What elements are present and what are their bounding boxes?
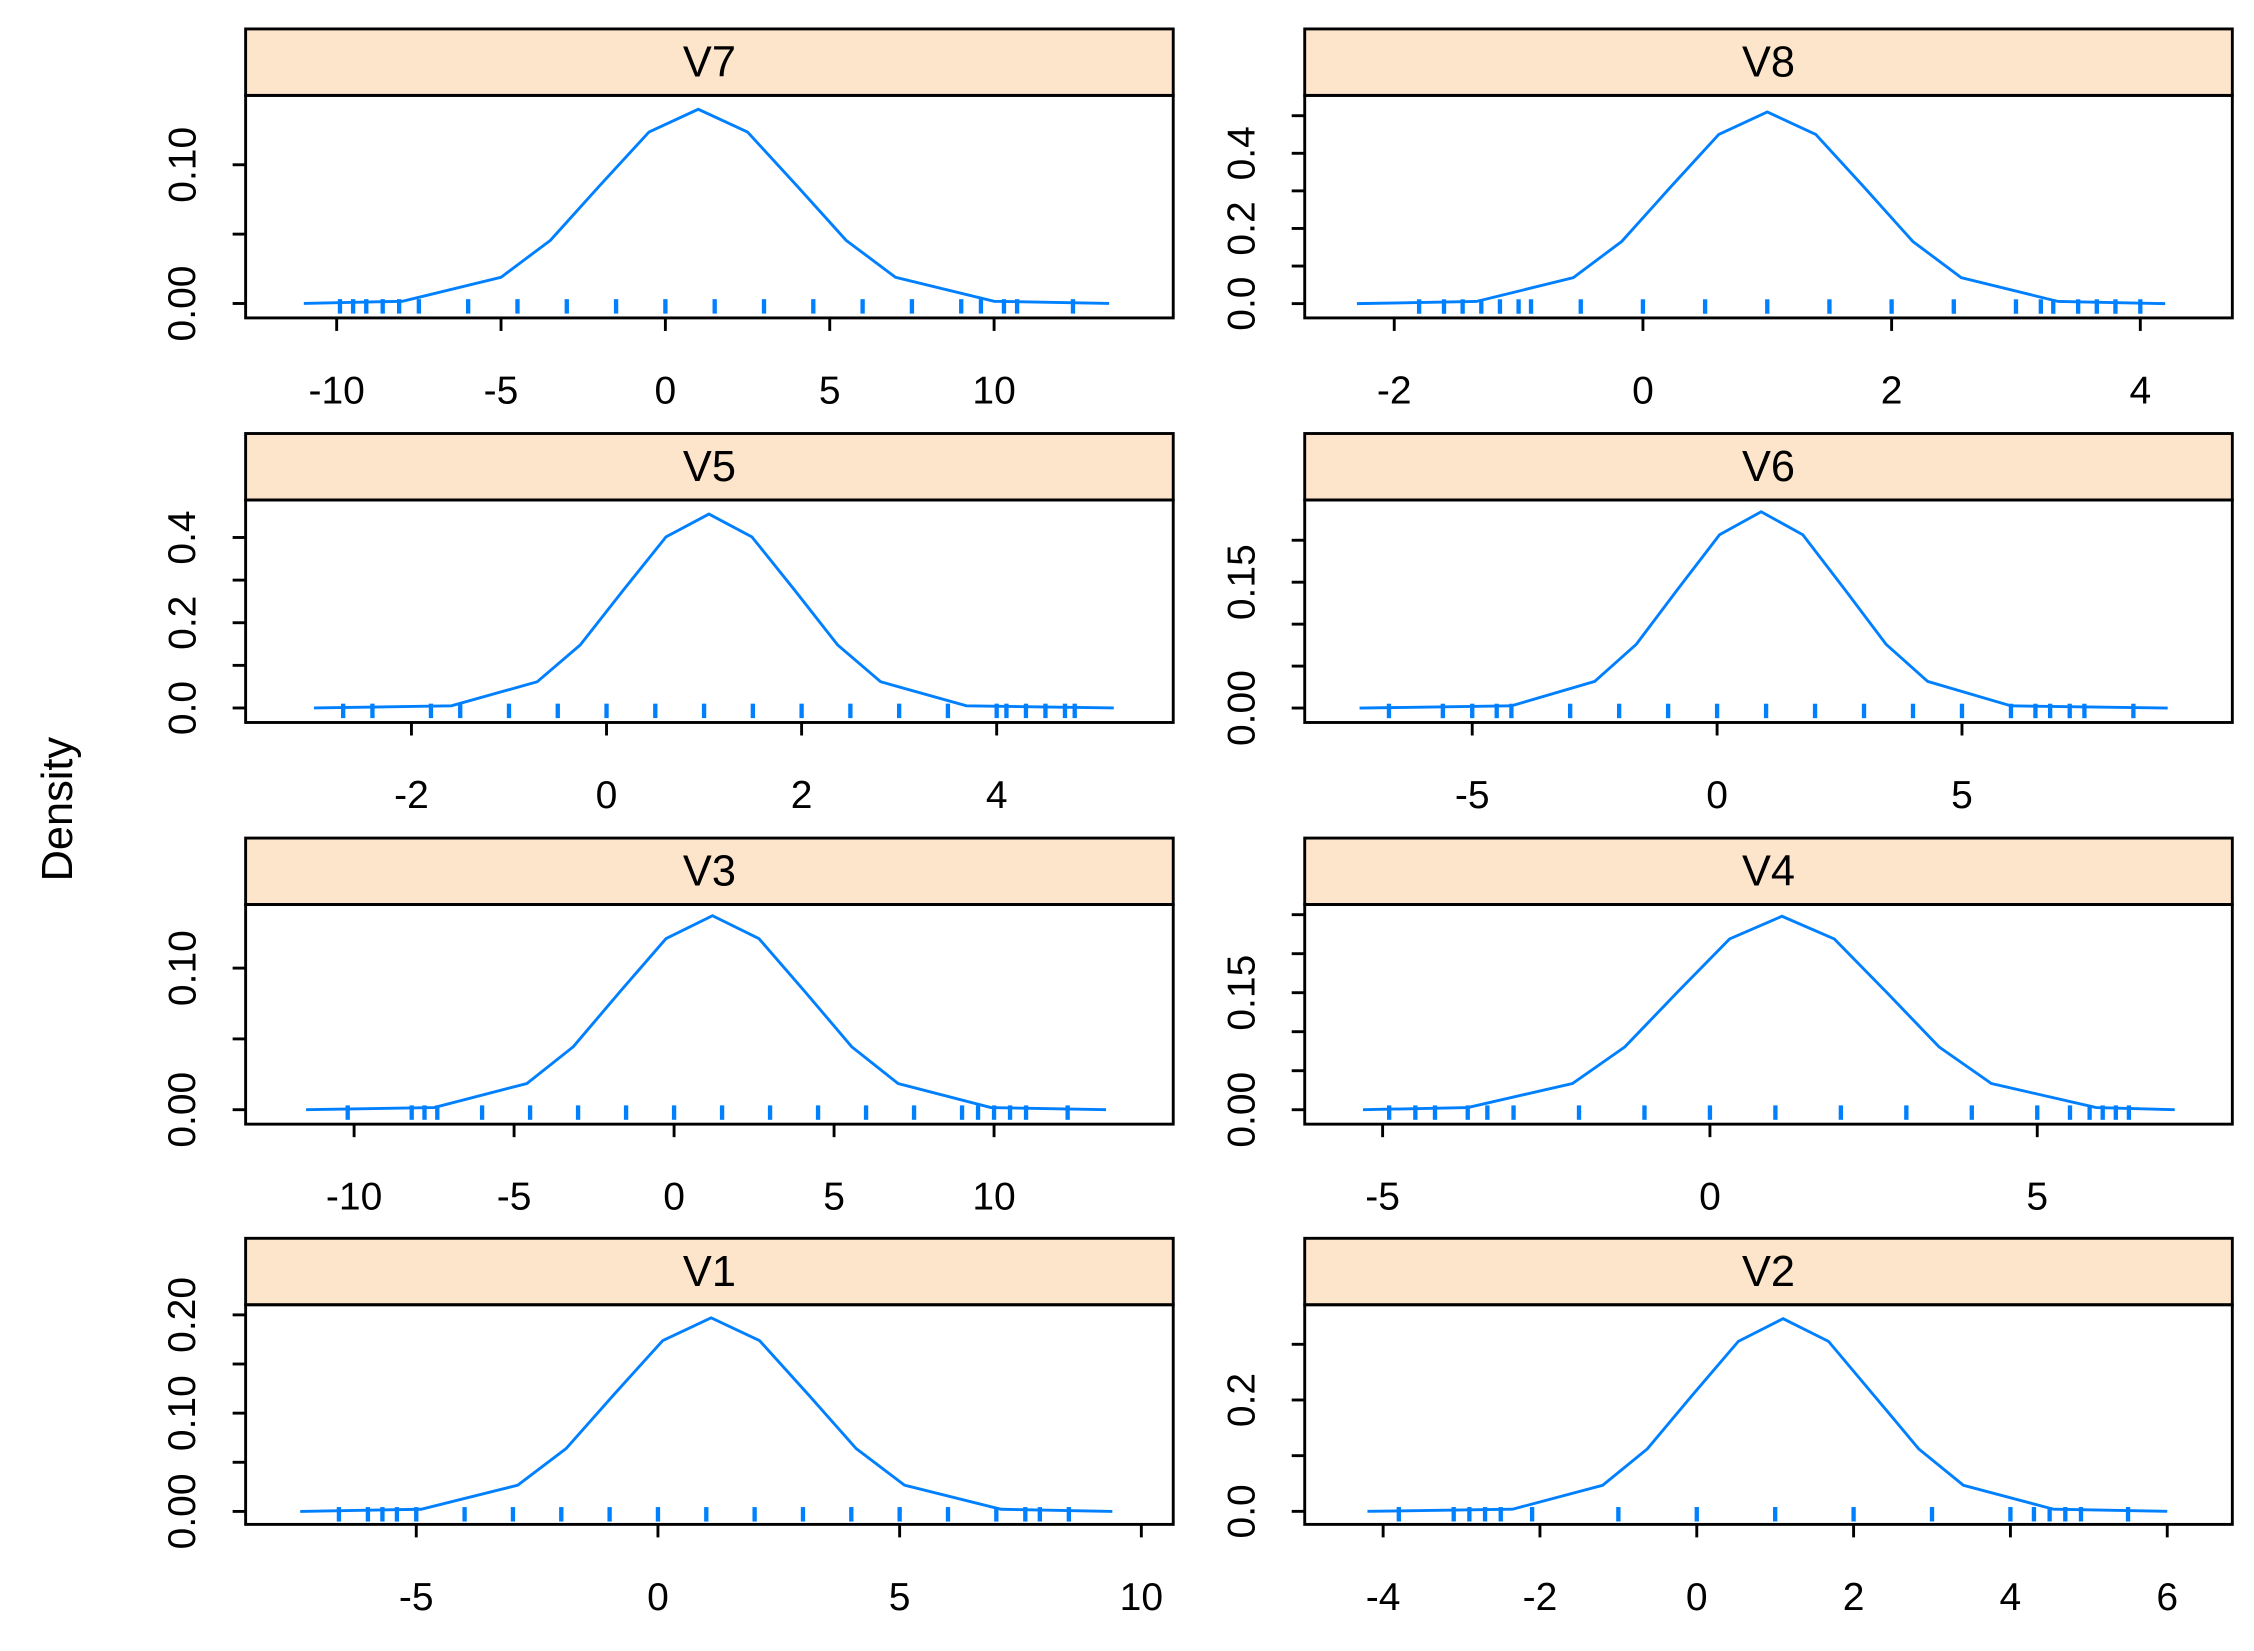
x-tick-label: 4	[2000, 1576, 2022, 1619]
density-curve	[1359, 510, 2168, 710]
y-tick-label: 0.15	[1220, 955, 1263, 1031]
density-curve	[300, 1316, 1113, 1513]
x-tick-label: 6	[2156, 1576, 2178, 1619]
strip-title: V1	[683, 1248, 736, 1296]
x-tick-label: -10	[326, 1176, 382, 1219]
y-tick-label: 0.00	[1220, 1072, 1263, 1148]
strip	[244, 27, 1175, 97]
y-tick-label: 0.2	[1220, 1373, 1263, 1427]
y-tick-label: 0.10	[161, 127, 204, 203]
x-tick-label: 5	[819, 369, 841, 412]
x-tick-label: -5	[484, 369, 519, 412]
strip	[1303, 27, 2234, 97]
density-curve	[1362, 914, 2175, 1112]
strip	[244, 1236, 1175, 1307]
panel-frame	[244, 903, 1175, 1126]
y-tick-label: 0.00	[161, 1473, 204, 1549]
x-tick-label: -10	[308, 369, 364, 412]
strip	[1303, 1236, 2234, 1307]
x-tick-label: 10	[972, 369, 1015, 412]
strip-title: V6	[1742, 443, 1795, 491]
x-tick-label: -5	[1455, 774, 1490, 817]
y-tick-label: 0.0	[161, 681, 204, 735]
x-tick-label: -2	[1377, 369, 1412, 412]
panel-frame	[1303, 498, 2234, 724]
x-tick-label: 2	[1881, 369, 1903, 412]
x-tick-label: 0	[596, 774, 618, 817]
x-tick-label: 0	[663, 1176, 685, 1219]
density-curve	[1356, 110, 2166, 306]
strip-title: V2	[1742, 1248, 1795, 1296]
density-curve	[303, 107, 1110, 305]
y-tick-label: 0.2	[161, 596, 204, 650]
x-tick-label: 5	[1951, 774, 1973, 817]
x-tick-label: 0	[1699, 1176, 1721, 1219]
strip-title: V4	[1742, 848, 1795, 896]
density-curve	[313, 512, 1114, 710]
x-tick-label: 0	[1706, 774, 1728, 817]
x-tick-label: 5	[2026, 1176, 2048, 1219]
panel-frame	[244, 498, 1175, 724]
panel-frame	[1303, 903, 2234, 1126]
y-tick-label: 0.15	[1220, 544, 1263, 620]
y-tick-label: 0.2	[1220, 201, 1263, 255]
y-tick-label: 0.4	[161, 510, 204, 564]
panel-frame	[1303, 93, 2234, 320]
x-tick-label: -2	[394, 774, 429, 817]
x-tick-label: -5	[497, 1176, 532, 1219]
y-tick-label: 0.0	[1220, 1484, 1263, 1538]
y-tick-label: 0.10	[161, 930, 204, 1006]
y-tick-label: 0.00	[161, 1072, 204, 1148]
x-tick-label: 10	[972, 1176, 1015, 1219]
y-tick-label: 0.00	[1220, 670, 1263, 746]
y-tick-label: 0.10	[161, 1375, 204, 1451]
strip-title: V5	[683, 443, 736, 491]
density-curve	[1367, 1317, 2168, 1513]
y-axis-title: Density	[34, 737, 82, 882]
x-tick-label: 5	[889, 1576, 911, 1619]
x-tick-label: 2	[791, 774, 813, 817]
x-tick-label: 5	[823, 1176, 845, 1219]
x-tick-label: 0	[655, 369, 677, 412]
x-tick-label: 2	[1843, 1576, 1865, 1619]
x-tick-label: 10	[1120, 1576, 1163, 1619]
panel-frame	[244, 93, 1175, 320]
x-tick-label: 0	[1686, 1576, 1708, 1619]
strip-title: V3	[683, 848, 736, 896]
y-tick-label: 0.20	[161, 1277, 204, 1353]
strip	[1303, 432, 2234, 502]
x-tick-label: -5	[1365, 1176, 1400, 1219]
y-tick-label: 0.4	[1220, 126, 1263, 180]
strip	[244, 432, 1175, 502]
strip-title: V8	[1742, 39, 1795, 87]
x-tick-label: -5	[399, 1576, 434, 1619]
x-tick-label: 0	[647, 1576, 669, 1619]
density-curve	[306, 914, 1107, 1112]
x-tick-label: 0	[1632, 369, 1654, 412]
x-tick-label: 4	[2129, 369, 2151, 412]
panel-frame	[244, 1303, 1175, 1526]
y-tick-label: 0.0	[1220, 277, 1263, 331]
x-tick-label: 4	[986, 774, 1008, 817]
y-tick-label: 0.00	[161, 266, 204, 342]
x-tick-label: -4	[1366, 1576, 1401, 1619]
panel-frame	[1303, 1303, 2234, 1526]
x-tick-label: -2	[1523, 1576, 1558, 1619]
strip-title: V7	[683, 39, 736, 87]
